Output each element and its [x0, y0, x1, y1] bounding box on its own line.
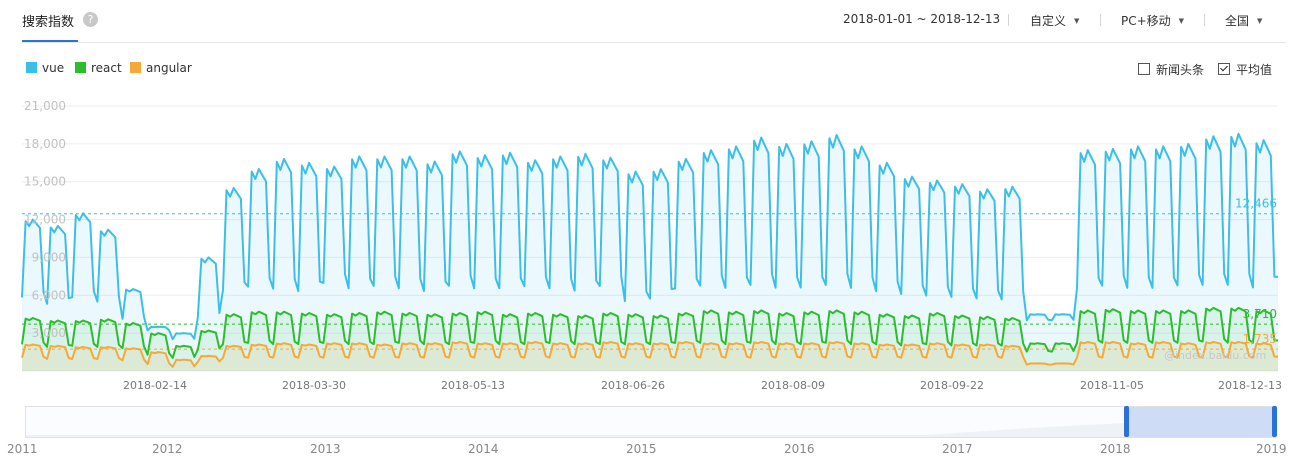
page-title: 搜索指数	[22, 15, 75, 30]
x-tick-label: 2018-06-26	[601, 379, 665, 392]
legend-item-angular[interactable]: angular	[130, 61, 192, 75]
device-dropdown[interactable]: PC+移动 ▼	[1121, 12, 1184, 29]
chevron-down-icon: ▼	[1074, 17, 1080, 25]
slider-left-handle[interactable]	[1124, 406, 1129, 437]
legend-swatch	[26, 62, 37, 73]
year-label: 2013	[310, 442, 341, 456]
y-tick-label: 18,000	[24, 137, 66, 151]
legend-label: react	[91, 61, 122, 75]
year-label: 2017	[942, 442, 973, 456]
overview-slider[interactable]	[25, 406, 1277, 438]
device-label: PC+移动	[1121, 14, 1171, 28]
title-underline	[22, 40, 78, 42]
y-tick-label: 12,000	[24, 213, 66, 227]
series-line-react	[21, 306, 1278, 359]
news-label: 新闻头条	[1156, 63, 1205, 77]
y-tick-label: 3,000	[32, 326, 66, 340]
trend-chart: 3,0006,0009,00012,00015,00018,00021,000 …	[21, 99, 1282, 392]
date-range[interactable]: 2018-01-01 ~ 2018-12-13	[843, 12, 1001, 26]
x-tick-label: 2018-03-30	[282, 379, 346, 392]
y-tick-label: 9,000	[32, 250, 66, 264]
legend-swatch	[130, 62, 141, 73]
x-axis-labels: 2018-02-14 2018-03-30 2018-05-13 2018-06-26…	[123, 379, 1282, 392]
slider-selection[interactable]	[1126, 407, 1274, 437]
chart-grid	[22, 105, 1278, 372]
custom-dropdown[interactable]: 自定义 ▼	[1030, 12, 1079, 29]
overview-area	[26, 417, 1275, 437]
average-lines	[22, 213, 1278, 350]
custom-label: 自定义	[1030, 14, 1067, 28]
y-tick-label: 6,000	[32, 288, 66, 302]
series-areas	[22, 133, 1278, 371]
year-label: 2011	[7, 442, 38, 456]
news-checkbox[interactable]: 新闻头条	[1138, 61, 1204, 78]
series-area-vue	[22, 133, 1278, 371]
divider	[1100, 14, 1101, 26]
average-label-angular: 1,735	[1243, 332, 1277, 346]
series-line-angular	[21, 341, 1278, 368]
series-line-vue	[21, 132, 1278, 341]
x-tick-label: 2018-08-09	[761, 379, 825, 392]
year-label: 2012	[152, 442, 183, 456]
y-tick-label: 21,000	[24, 99, 66, 113]
year-label: 2019	[1256, 442, 1287, 456]
legend-label: vue	[42, 61, 65, 75]
year-label: 2014	[468, 442, 499, 456]
year-label: 2016	[784, 442, 815, 456]
checkbox-icon	[1138, 63, 1150, 75]
average-label-react: 3,710	[1243, 307, 1277, 321]
x-tick-label: 2018-09-22	[920, 379, 984, 392]
average-checkbox[interactable]: 平均值	[1218, 61, 1272, 78]
header-bar: 搜索指数 ? 2018-01-01 ~ 2018-12-13 自定义 ▼ PC+移…	[22, 0, 1286, 43]
series-lines	[21, 132, 1278, 368]
legend-label: angular	[146, 61, 192, 75]
x-tick-label: 2018-05-13	[441, 379, 505, 392]
x-tick-label: 2018-11-05	[1080, 379, 1144, 392]
chevron-down-icon: ▼	[1257, 17, 1263, 25]
year-label: 2018	[1100, 442, 1131, 456]
slider-right-handle[interactable]	[1272, 406, 1277, 437]
watermark: @index.baidu.com	[1164, 349, 1266, 362]
divider	[1204, 14, 1205, 26]
legend-item-react[interactable]: react	[75, 61, 122, 75]
y-tick-label: 15,000	[24, 175, 66, 189]
legend-swatch	[75, 62, 86, 73]
average-label: 平均值	[1236, 63, 1273, 77]
y-axis-labels: 3,000 6,000 9,000 12,000 15,000 18,000 21,000	[24, 99, 66, 340]
region-label: 全国	[1225, 14, 1250, 28]
x-tick-label: 2018-12-13	[1218, 379, 1282, 392]
series-area-react	[22, 307, 1278, 371]
chevron-down-icon: ▼	[1178, 17, 1185, 25]
help-icon[interactable]: ?	[83, 12, 98, 27]
x-tick-label: 2018-02-14	[123, 379, 187, 392]
legend-item-vue[interactable]: vue	[26, 61, 64, 75]
average-labels: 12,466 3,710 1,735	[1235, 197, 1277, 346]
year-label: 2015	[626, 442, 657, 456]
region-dropdown[interactable]: 全国 ▼	[1225, 12, 1262, 29]
average-label-vue: 12,466	[1235, 197, 1277, 211]
checkbox-checked-icon	[1218, 63, 1230, 75]
overview-minichart	[26, 417, 1275, 437]
divider	[1008, 14, 1009, 26]
